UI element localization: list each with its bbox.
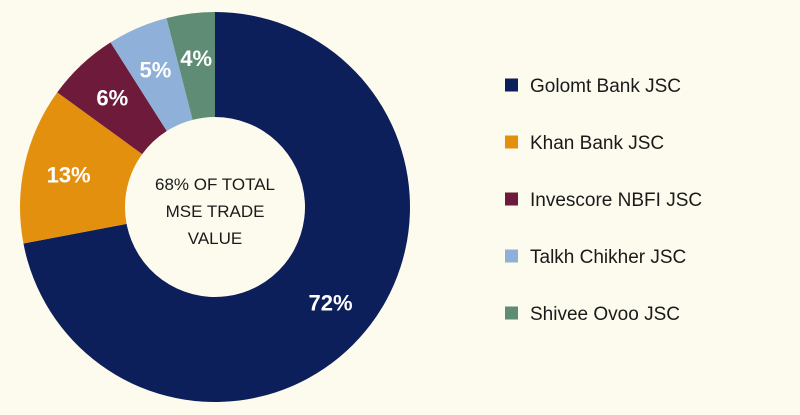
- legend-swatch-khan-bank-jsc: [505, 135, 518, 149]
- legend-swatch-invescore-nbfi-jsc: [505, 192, 518, 206]
- legend-swatch-golomt-bank-jsc: [505, 78, 518, 92]
- slice-label-talkh-chikher-jsc: 5%: [140, 57, 172, 82]
- legend: Golomt Bank JSC Khan Bank JSC Invescore NB…: [505, 76, 702, 325]
- slice-shivee-ovoo-jsc: [166, 12, 215, 120]
- legend-label-golomt-bank-jsc: Golomt Bank JSC: [530, 76, 681, 97]
- legend-label-khan-bank-jsc: Khan Bank JSC: [530, 133, 664, 154]
- donut-slices: [20, 12, 410, 403]
- legend-label-shivee-ovoo-jsc: Shivee Ovoo JSC: [530, 304, 680, 325]
- center-caption: 68% OF TOTAL MSE TRADE VALUE: [155, 175, 275, 248]
- slice-talkh-chikher-jsc: [110, 18, 193, 132]
- center-caption-line-1: 68% OF TOTAL: [155, 175, 275, 194]
- legend-label-talkh-chikher-jsc: Talkh Chikher JSC: [530, 247, 686, 268]
- slice-label-shivee-ovoo-jsc: 4%: [180, 46, 212, 71]
- legend-swatch-talkh-chikher-jsc: [505, 249, 518, 263]
- slice-label-golomt-bank-jsc: 72%: [309, 291, 353, 316]
- center-caption-line-2: MSE TRADE: [166, 202, 265, 221]
- slice-label-khan-bank-jsc: 13%: [47, 162, 91, 187]
- slice-invescore-nbfi-jsc: [57, 42, 167, 155]
- legend-swatch-shivee-ovoo-jsc: [505, 306, 518, 320]
- legend-label-invescore-nbfi-jsc: Invescore NBFI JSC: [530, 190, 702, 211]
- slice-labels: 72% 13% 6% 5% 4%: [47, 46, 353, 315]
- slice-label-invescore-nbfi-jsc: 6%: [96, 86, 128, 111]
- center-caption-line-3: VALUE: [188, 229, 243, 248]
- slice-khan-bank-jsc: [20, 92, 143, 244]
- slice-golomt-bank-jsc: [23, 12, 410, 403]
